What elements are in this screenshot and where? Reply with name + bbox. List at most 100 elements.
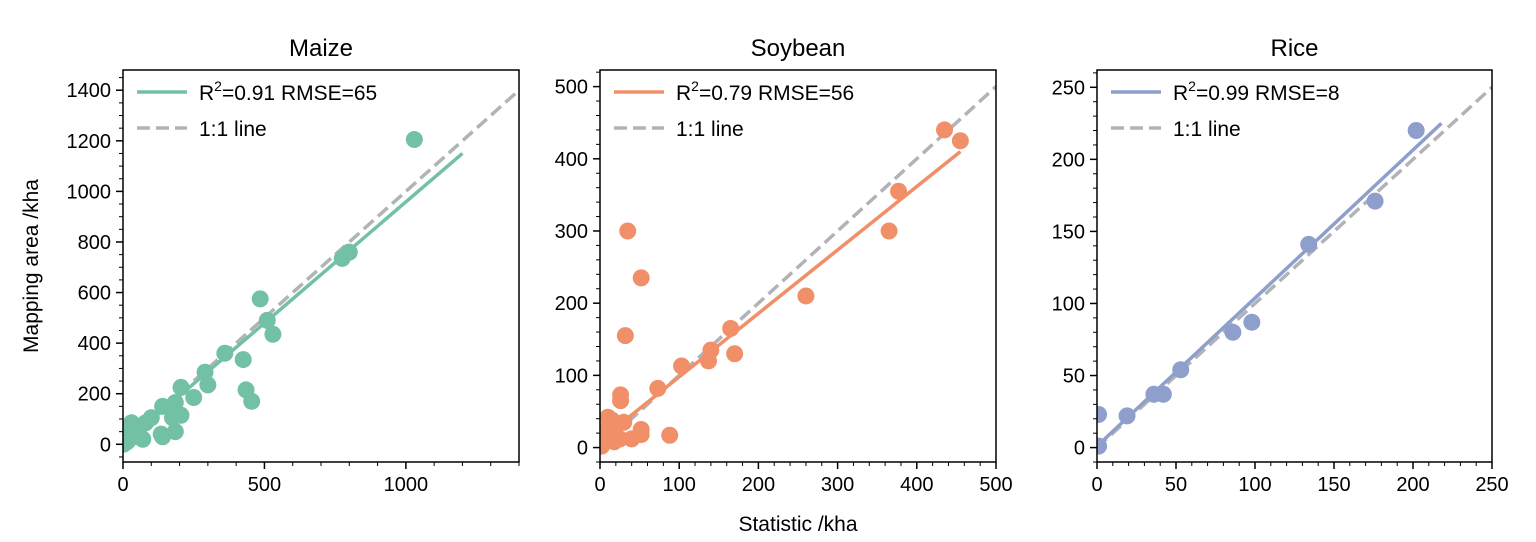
data-point — [196, 363, 214, 381]
y-tick-label: 800 — [78, 232, 111, 254]
chart-title: Rice — [1270, 35, 1318, 62]
legend-fit-label: R2=0.91 RMSE=65 — [199, 78, 377, 105]
y-tick-label: 1000 — [67, 181, 112, 203]
data-point — [1172, 361, 1190, 379]
chart-panel-maize: Maize 0 500 1000 0 200 400 600 800 1000 1200 1400 R2… — [67, 35, 520, 496]
data-point — [951, 132, 969, 150]
x-tick-label: 500 — [248, 474, 281, 496]
y-tick-label: 500 — [555, 77, 588, 99]
data-point — [1097, 437, 1108, 455]
y-axis-label: Mapping area /kha — [20, 179, 43, 353]
y-tick-label: 600 — [78, 283, 111, 305]
data-point — [600, 437, 611, 455]
data-point — [797, 287, 815, 305]
x-tick-label: 1000 — [384, 474, 429, 496]
x-tick-label: 500 — [979, 474, 1012, 496]
data-point — [1366, 192, 1384, 210]
data-point — [134, 430, 152, 448]
y-tick-label: 0 — [1074, 438, 1085, 460]
one-to-one-line — [600, 85, 996, 449]
y-tick-label: 1200 — [67, 131, 112, 153]
fit-line — [600, 150, 962, 442]
y-tick-label: 100 — [555, 365, 588, 387]
data-point — [264, 325, 282, 343]
legend-one-to-one-label: 1:1 line — [199, 118, 267, 141]
chart-panel-soybean: Soybean 0 100 200 300 400 500 0 100 200 300 400 500 R… — [555, 35, 1013, 496]
x-tick-label: 0 — [1091, 474, 1102, 496]
y-tick-label: 400 — [555, 149, 588, 171]
data-point — [623, 430, 641, 448]
y-tick-label: 50 — [1063, 366, 1085, 388]
axes-frame — [1096, 69, 1493, 463]
data-point — [616, 327, 634, 345]
data-point — [1224, 323, 1242, 341]
data-point — [185, 389, 203, 407]
data-point — [661, 426, 679, 444]
data-point — [890, 182, 908, 200]
x-tick-label: 100 — [663, 474, 696, 496]
y-tick-label: 200 — [1052, 149, 1085, 171]
x-tick-label: 150 — [1317, 474, 1350, 496]
chart-title: Maize — [289, 35, 353, 62]
x-tick-label: 300 — [821, 474, 854, 496]
one-to-one-line — [1097, 86, 1492, 449]
data-point — [333, 249, 351, 267]
data-point — [216, 344, 234, 362]
y-tick-label: 100 — [1052, 293, 1085, 315]
x-tick-label: 400 — [900, 474, 933, 496]
data-point — [1145, 385, 1163, 403]
chart-panel-rice: Rice 0 50 100 150 200 250 0 50 100 150 200 250 R2=0.9… — [1052, 35, 1509, 496]
y-tick-label: 200 — [555, 293, 588, 315]
data-point — [154, 428, 172, 446]
data-point — [166, 423, 184, 441]
data-point — [123, 435, 133, 453]
y-tick-label: 0 — [577, 438, 588, 460]
data-point — [619, 222, 637, 240]
x-tick-label: 200 — [1396, 474, 1429, 496]
y-tick-label: 0 — [100, 434, 111, 456]
x-tick-label: 0 — [594, 474, 605, 496]
x-axis-label: Statistic /kha — [738, 513, 857, 536]
data-point — [611, 430, 629, 448]
y-tick-label: 150 — [1052, 221, 1085, 243]
data-point — [251, 290, 269, 308]
y-tick-label: 200 — [78, 384, 111, 406]
data-point — [1097, 405, 1108, 423]
data-point — [880, 222, 898, 240]
data-point — [1300, 235, 1318, 253]
axes-frame — [599, 69, 997, 463]
legend-fit-label: R2=0.99 RMSE=8 — [1173, 78, 1340, 105]
y-tick-label: 400 — [78, 333, 111, 355]
data-point — [1407, 122, 1425, 140]
data-point — [632, 269, 650, 287]
data-point — [164, 409, 181, 427]
legend-one-to-one-label: 1:1 line — [1173, 118, 1241, 141]
legend: R2=0.99 RMSE=8 1:1 line — [1111, 78, 1340, 141]
y-tick-label: 300 — [555, 221, 588, 243]
x-tick-label: 50 — [1165, 474, 1187, 496]
data-point — [673, 357, 691, 375]
legend: R2=0.91 RMSE=65 1:1 line — [137, 78, 377, 141]
data-point — [405, 131, 423, 149]
data-point — [1243, 313, 1261, 331]
data-point — [700, 352, 718, 370]
data-point — [722, 319, 740, 337]
data-point — [1118, 407, 1136, 425]
data-point — [649, 379, 667, 397]
x-tick-label: 250 — [1475, 474, 1508, 496]
legend: R2=0.79 RMSE=56 1:1 line — [614, 78, 854, 141]
legend-fit-label: R2=0.79 RMSE=56 — [676, 78, 854, 105]
legend-one-to-one-label: 1:1 line — [676, 118, 744, 141]
data-point — [258, 311, 276, 329]
data-point — [612, 392, 630, 410]
data-point — [243, 392, 261, 410]
data-point — [199, 376, 217, 394]
x-tick-label: 0 — [117, 474, 128, 496]
data-point — [172, 378, 190, 396]
data-point — [936, 121, 954, 139]
x-tick-label: 100 — [1238, 474, 1271, 496]
x-tick-label: 200 — [742, 474, 775, 496]
data-point — [726, 345, 744, 363]
chart-title: Soybean — [751, 35, 846, 62]
